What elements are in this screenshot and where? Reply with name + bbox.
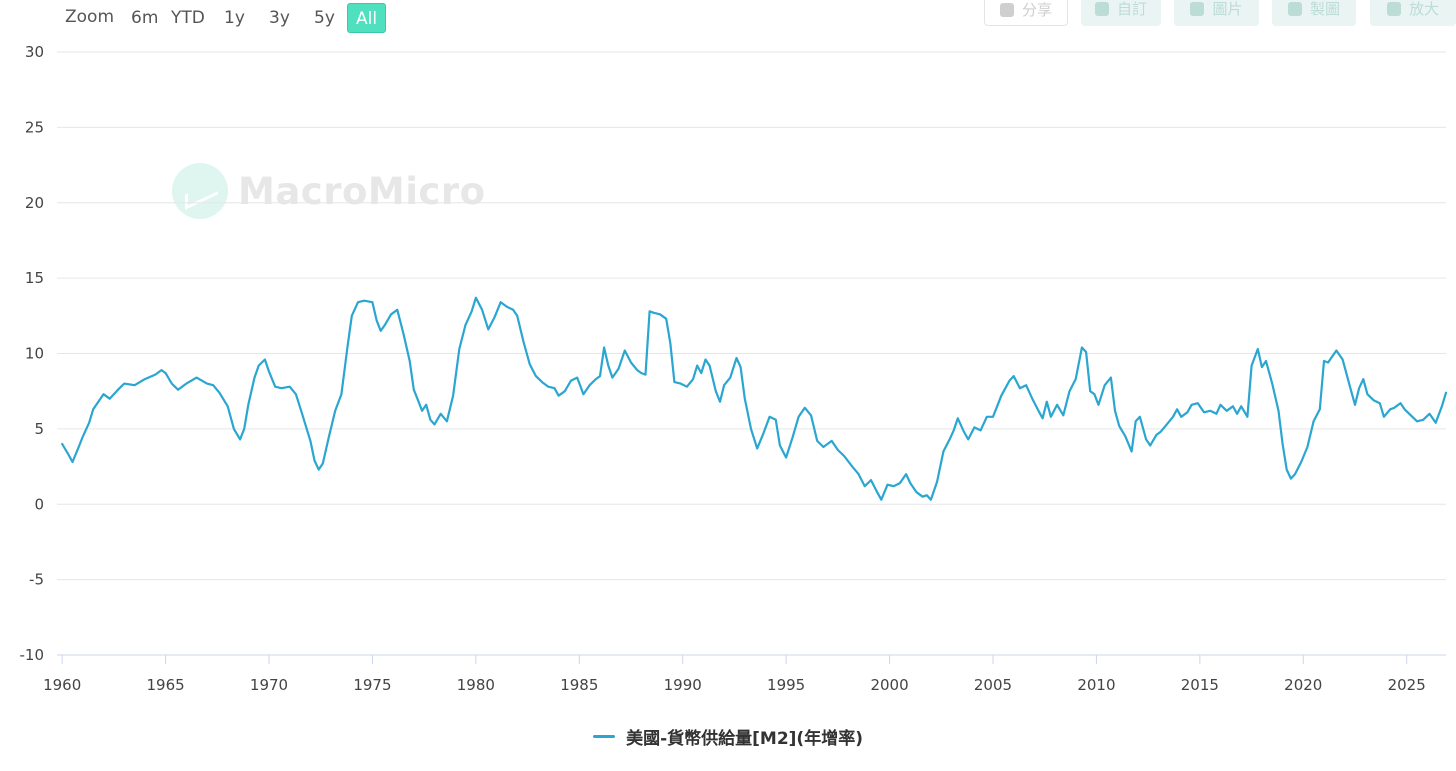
legend[interactable]: 美國-貨幣供給量[M2](年增率) (0, 724, 1456, 749)
x-tick-label: 1980 (457, 676, 495, 694)
y-axis: -10 -5 0 5 10 15 20 25 30 (20, 43, 45, 664)
range-1y-button[interactable]: 1y (224, 8, 245, 28)
y-tick-label: 25 (25, 118, 44, 136)
x-tick-label: 1985 (560, 676, 598, 694)
range-6m-button[interactable]: 6m (131, 8, 159, 28)
y-tick-label: 10 (25, 345, 44, 363)
share-icon (999, 3, 1014, 17)
x-tick-label: 2025 (1388, 676, 1426, 694)
expand-icon (1386, 2, 1401, 16)
x-tick-label: 1965 (147, 676, 185, 694)
x-axis: 1960 1965 1970 1975 1980 1985 1990 1995 2000 2005… (43, 654, 1446, 694)
legend-label: 美國-貨幣供給量[M2](年增率) (626, 729, 863, 749)
share-button[interactable]: 分享 (984, 0, 1068, 26)
x-tick-label: 2015 (1181, 676, 1219, 694)
x-tick-label: 1990 (664, 676, 702, 694)
y-tick-label: 0 (34, 495, 44, 513)
gear-icon (1094, 2, 1109, 16)
macromicro-logo-icon (172, 163, 228, 219)
range-ytd-button[interactable]: YTD (171, 8, 205, 28)
y-tick-label: -10 (20, 646, 45, 664)
fullscreen-button[interactable]: 放大 (1370, 0, 1456, 26)
y-tick-label: 5 (34, 420, 44, 438)
x-tick-label: 2010 (1077, 676, 1115, 694)
draw-button[interactable]: 製圖 (1272, 0, 1356, 26)
grid-lines (57, 51, 1446, 581)
x-tick-label: 1975 (353, 676, 391, 694)
x-tick-label: 2005 (974, 676, 1012, 694)
customize-button[interactable]: 自訂 (1081, 0, 1161, 26)
x-tick-label: 2000 (870, 676, 908, 694)
x-tick-label: 1970 (250, 676, 288, 694)
legend-swatch (593, 735, 615, 738)
x-tick-label: 1960 (43, 676, 81, 694)
x-tick-label: 1995 (767, 676, 805, 694)
pencil-icon (1287, 2, 1302, 16)
watermark-text: MacroMicro (238, 169, 486, 213)
series-line-0[interactable] (61, 296, 1448, 501)
watermark: MacroMicro (172, 163, 486, 219)
range-3y-button[interactable]: 3y (269, 8, 290, 28)
y-tick-label: 15 (25, 269, 44, 287)
range-5y-button[interactable]: 5y (314, 8, 335, 28)
y-tick-label: 30 (25, 43, 44, 61)
y-tick-label: -5 (29, 571, 44, 589)
range-all-button[interactable]: All (347, 3, 387, 33)
x-tick-label: 2020 (1284, 676, 1322, 694)
series-layer (61, 296, 1448, 501)
download-icon (1190, 2, 1205, 16)
image-button[interactable]: 圖片 (1174, 0, 1259, 26)
y-tick-label: 20 (25, 194, 44, 212)
zoom-label: Zoom (65, 7, 115, 27)
